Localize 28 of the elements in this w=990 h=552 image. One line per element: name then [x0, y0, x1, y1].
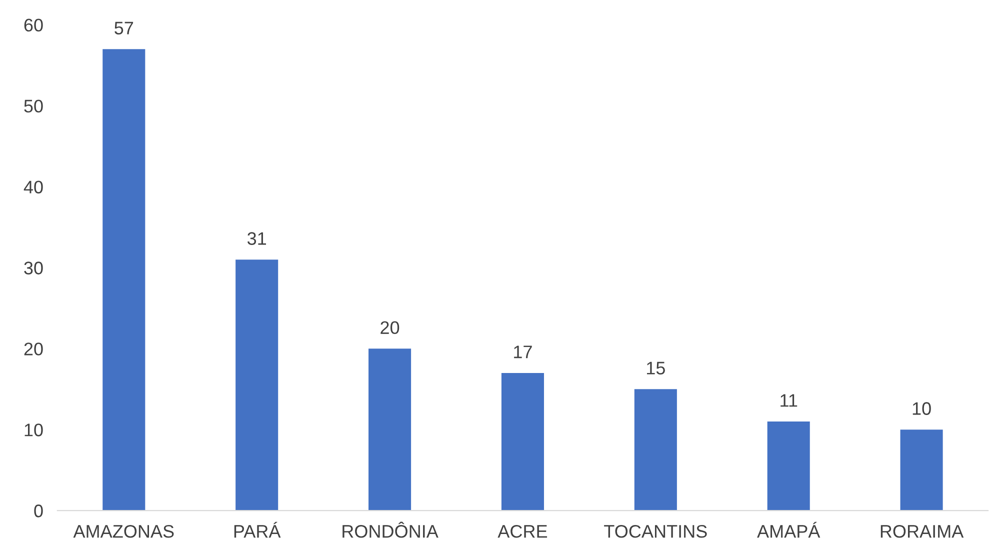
x-tick-label: ACRE	[498, 524, 548, 538]
x-tick-label: RORAIMA	[880, 524, 964, 538]
x-tick-label: AMAPÁ	[757, 522, 820, 538]
y-tick-label: 40	[24, 180, 43, 194]
x-tick-label: RONDÔNIA	[342, 522, 438, 538]
bar	[634, 389, 677, 511]
x-tick-label: AMAZONAS	[73, 524, 174, 538]
data-label: 20	[380, 321, 400, 334]
data-label: 17	[514, 346, 532, 358]
y-tick-label: 0	[34, 504, 43, 518]
y-tick-label: 50	[24, 100, 43, 113]
data-label: 57	[114, 22, 134, 34]
bar	[102, 49, 146, 511]
bar	[501, 372, 544, 511]
bar	[368, 348, 412, 511]
data-label: 15	[647, 362, 665, 374]
y-tick-label: 30	[24, 262, 43, 274]
x-tick-label: TOCANTINS	[604, 524, 707, 538]
y-tick-label: 10	[24, 424, 43, 436]
bar	[900, 430, 943, 511]
y-tick-label: 60	[24, 18, 43, 32]
data-label: 10	[912, 402, 931, 415]
y-tick-label: 20	[24, 342, 43, 356]
data-label: 11	[780, 394, 798, 407]
bar	[236, 260, 278, 511]
data-label: 31	[247, 232, 266, 245]
x-tick-label: PARÁ	[234, 522, 281, 538]
bar	[767, 422, 810, 511]
